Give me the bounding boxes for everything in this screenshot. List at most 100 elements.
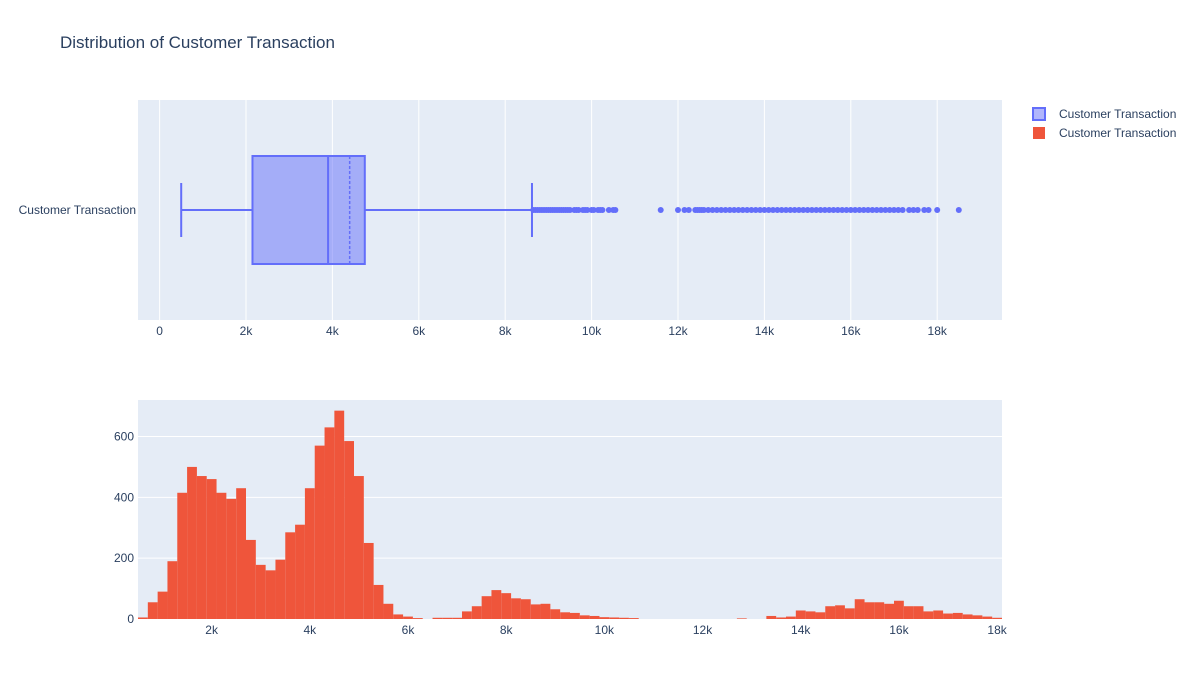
histogram-y-tick-label: 400	[114, 490, 134, 504]
histogram-bar	[314, 445, 325, 619]
box-outlier-point	[800, 207, 807, 213]
histogram-x-tick-label: 12k	[693, 623, 713, 637]
box-outlier-point	[590, 207, 597, 213]
box-outlier-point	[575, 207, 582, 213]
box-outlier-point	[700, 207, 707, 213]
box-outlier-point	[934, 207, 941, 213]
histogram-bar	[187, 466, 197, 619]
box-x-tick-label: 6k	[412, 324, 426, 338]
histogram-bar	[844, 608, 855, 619]
histogram-bar	[265, 570, 276, 619]
box-outlier-point	[906, 207, 913, 213]
histogram-bar	[383, 603, 394, 619]
box-outlier-point	[735, 207, 742, 213]
box-x-tick-label: 10k	[582, 324, 602, 338]
box-outlier-point	[869, 207, 876, 213]
box-outlier-point	[612, 207, 619, 213]
histogram-bar	[206, 479, 217, 619]
histogram-x-tick-label: 14k	[791, 623, 811, 637]
box-outlier-point	[787, 207, 794, 213]
histogram-x-tick-label: 8k	[500, 623, 514, 637]
box-outlier-point	[895, 207, 902, 213]
histogram-x-tick-label: 18k	[987, 623, 1007, 637]
histogram-bar	[275, 559, 286, 619]
histogram-bar	[167, 561, 178, 619]
histogram-x-tick-label: 2k	[205, 623, 219, 637]
legend: Customer Transaction Customer Transaction	[1032, 107, 1176, 140]
histogram-bar	[560, 612, 570, 619]
histogram-bar	[344, 441, 354, 619]
box-category-label: Customer Transaction	[19, 203, 136, 217]
histogram-bar	[530, 604, 541, 619]
histogram-bar	[933, 610, 944, 619]
histogram-bar	[246, 539, 256, 619]
histogram-bar	[894, 600, 904, 619]
histogram-bar	[628, 618, 639, 619]
histogram-bar	[491, 590, 502, 619]
box-outlier-point	[830, 207, 837, 213]
box-outlier-point	[761, 207, 768, 213]
box-outlier-point	[914, 207, 921, 213]
box-x-tick-label: 16k	[841, 324, 861, 338]
histogram-bar	[393, 614, 404, 619]
histogram-bar	[226, 498, 237, 619]
histogram-bar	[550, 609, 561, 619]
box-outlier-point	[847, 207, 854, 213]
histogram-x-tick-label: 6k	[402, 623, 416, 637]
histogram-bar	[138, 617, 148, 619]
histogram-bar	[236, 488, 246, 619]
histogram-bar	[815, 612, 826, 619]
histogram-bar	[462, 611, 472, 619]
box-outlier-point	[744, 207, 751, 213]
histogram-bar	[864, 602, 875, 619]
histogram-bar	[972, 615, 983, 619]
histogram-bar	[943, 613, 953, 619]
box-outlier-point	[817, 207, 824, 213]
box-outlier-point	[605, 207, 612, 213]
histogram-bar	[501, 593, 512, 619]
box-outlier-point	[808, 207, 815, 213]
box-outlier-point	[791, 207, 798, 213]
histogram-bar	[903, 606, 914, 619]
histogram-bar	[805, 611, 816, 619]
box-outlier-point	[852, 207, 859, 213]
box-outlier-point	[804, 207, 811, 213]
box-outlier-point	[722, 207, 729, 213]
box-outlier-point	[567, 207, 573, 213]
histogram-x-tick-label: 10k	[595, 623, 615, 637]
histogram-bar	[157, 591, 168, 619]
histogram-bar	[481, 596, 492, 619]
box-outlier-point	[795, 207, 802, 213]
box-outlier-point	[731, 207, 738, 213]
box-outlier-point	[757, 207, 764, 213]
histogram-bar	[982, 616, 993, 619]
histogram-bar	[442, 617, 453, 619]
box-iqr	[251, 155, 366, 265]
histogram-bar	[599, 617, 610, 619]
box-outlier-point	[813, 207, 820, 213]
box-outlier-point	[765, 207, 772, 213]
box-outlier-point	[834, 207, 841, 213]
histogram-y-tick-label: 600	[114, 430, 134, 444]
box-outlier-point	[783, 207, 789, 213]
histogram-bar	[216, 492, 227, 619]
histogram-bar	[736, 618, 747, 619]
histogram-bar	[452, 617, 462, 619]
histogram-bar	[177, 492, 188, 619]
histogram-bar	[854, 599, 865, 619]
histogram-bar	[334, 410, 345, 619]
box-outlier-point	[882, 207, 889, 213]
box-outlier-point	[685, 207, 692, 213]
histogram-bar	[520, 599, 531, 619]
box-outlier-point	[584, 207, 591, 213]
box-outlier-point	[774, 207, 781, 213]
box-outlier-point	[955, 207, 962, 213]
histogram-bar	[795, 610, 806, 619]
histogram-bar	[403, 616, 413, 619]
box-outlier-point	[718, 207, 725, 213]
box-outlier-point	[856, 207, 863, 213]
box-outlier-point	[657, 207, 664, 213]
box-outlier-point	[843, 207, 850, 213]
histogram-bar	[304, 488, 315, 619]
